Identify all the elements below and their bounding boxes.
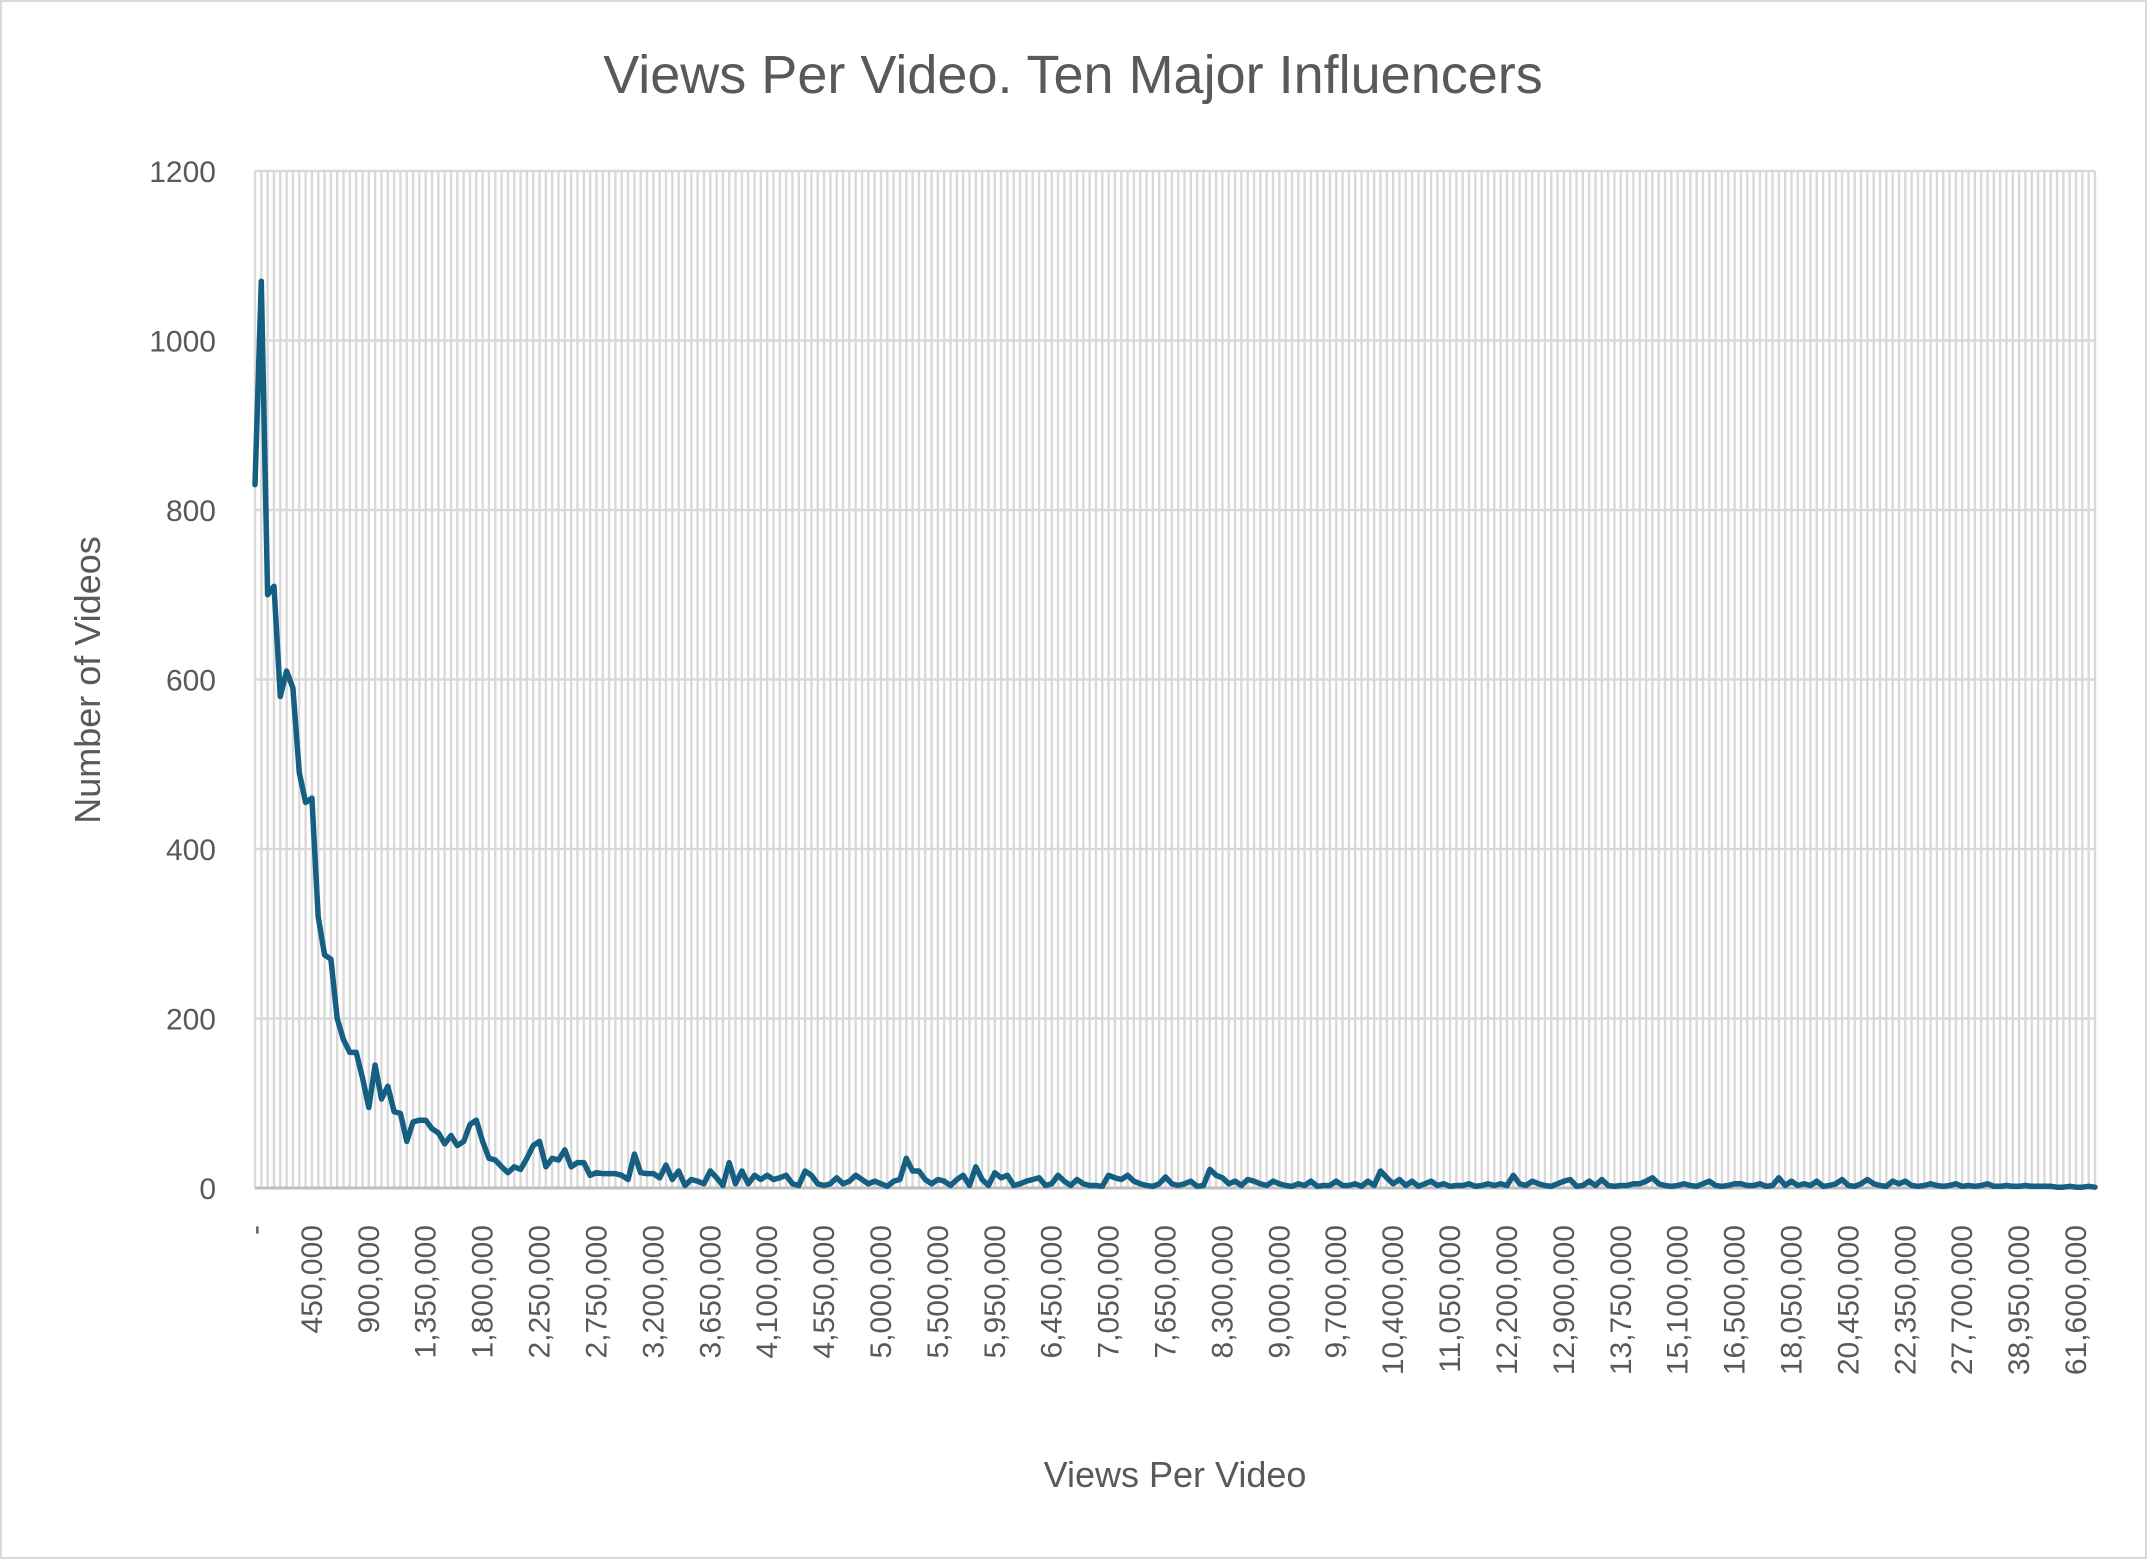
x-tick-label: 38,950,000: [2003, 1225, 2036, 1375]
x-tick-label: 15,100,000: [1662, 1225, 1695, 1375]
x-tick-label: 8,300,000: [1206, 1225, 1239, 1358]
x-tick-label: 3,650,000: [694, 1225, 727, 1358]
x-tick-label: 4,100,000: [751, 1225, 784, 1358]
x-axis-title: Views Per Video: [1044, 1454, 1307, 1495]
data-points: [254, 281, 2096, 1188]
x-tick-label: -: [239, 1225, 272, 1235]
x-tick-label: 18,050,000: [1775, 1225, 1808, 1375]
y-tick-label: 1000: [149, 326, 216, 359]
y-tick-label: 400: [166, 834, 216, 867]
x-tick-label: 11,050,000: [1434, 1225, 1467, 1373]
y-axis-title: Number of Videos: [67, 536, 108, 824]
x-tick-label: 5,950,000: [979, 1225, 1012, 1358]
x-tick-label: 450,000: [296, 1225, 329, 1333]
x-tick-label: 61,600,000: [2060, 1225, 2093, 1375]
y-tick-label: 800: [166, 495, 216, 528]
x-tick-label: 13,750,000: [1605, 1225, 1638, 1375]
y-tick-label: 1200: [149, 156, 216, 189]
chart-title: Views Per Video. Ten Major Influencers: [603, 45, 1543, 105]
x-tick-label: 12,200,000: [1491, 1225, 1524, 1375]
x-tick-label: 1,350,000: [410, 1225, 443, 1358]
y-tick-label: 200: [166, 1004, 216, 1037]
series-line-number-of-videos: [252, 278, 2098, 1190]
x-tick-label: 2,250,000: [524, 1225, 557, 1358]
x-tick-label: 7,650,000: [1150, 1225, 1183, 1358]
x-tick-label: 1,800,000: [467, 1225, 500, 1358]
x-tick-label: 6,450,000: [1036, 1225, 1069, 1358]
x-axis-ticks: - 450,000 900,000 1,350,000 1,800,000 2,250,0…: [239, 1225, 2093, 1375]
x-tick-label: 27,700,000: [1946, 1225, 1979, 1375]
x-tick-label: 5,500,000: [922, 1225, 955, 1358]
x-tick-label: 10,400,000: [1377, 1225, 1410, 1375]
x-tick-label: 22,350,000: [1889, 1225, 1922, 1375]
x-tick-label: 5,000,000: [865, 1225, 898, 1358]
gridlines: [253, 169, 2097, 1190]
x-tick-label: 9,700,000: [1320, 1225, 1353, 1358]
x-tick-label: 12,900,000: [1548, 1225, 1581, 1375]
x-tick-label: 20,450,000: [1832, 1225, 1865, 1375]
x-tick-label: 4,550,000: [808, 1225, 841, 1358]
x-tick-label: 3,200,000: [637, 1225, 670, 1358]
y-tick-label: 0: [199, 1173, 216, 1206]
x-tick-label: 9,000,000: [1263, 1225, 1296, 1358]
x-tick-label: 2,750,000: [580, 1225, 613, 1358]
y-axis-ticks: 0 200 400 600 800 1000 1200: [149, 156, 216, 1206]
x-tick-label: 7,050,000: [1093, 1225, 1126, 1358]
y-tick-label: 600: [166, 665, 216, 698]
x-tick-label: 900,000: [353, 1225, 386, 1333]
x-tick-label: 16,500,000: [1719, 1225, 1752, 1375]
